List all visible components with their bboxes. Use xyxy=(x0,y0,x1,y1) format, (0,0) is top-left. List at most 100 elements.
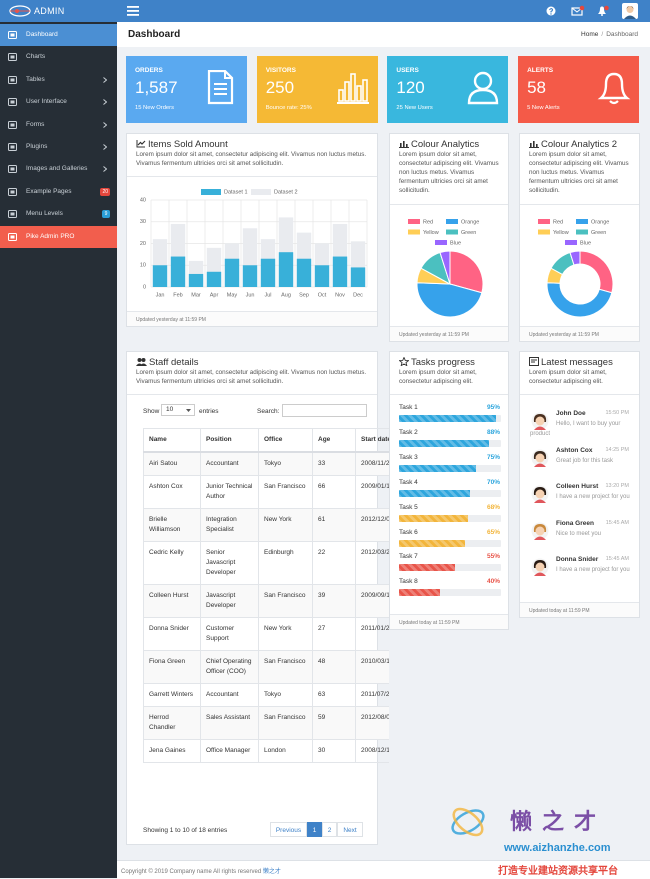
panel: Items Sold Amount Lorem ipsum dolor sit … xyxy=(126,133,378,327)
nav-label: Tables xyxy=(26,75,45,83)
nav-item[interactable]: Tables xyxy=(0,69,117,91)
pagination-button[interactable]: Next xyxy=(337,822,363,837)
nav-icon xyxy=(8,165,17,174)
chevron xyxy=(103,99,107,106)
copyright: Copyright © 2019 Company name All rights… xyxy=(121,866,281,875)
stat-card[interactable]: ORDERS 1,587 15 New Orders xyxy=(126,56,247,123)
nav-item[interactable]: Plugins xyxy=(0,136,117,158)
nav-item[interactable]: Example Pages 20 xyxy=(0,181,117,203)
nav-label: Plugins xyxy=(26,143,48,150)
nav-label: User Interface xyxy=(26,98,67,106)
nav-icon xyxy=(8,232,17,241)
nav-item[interactable]: Forms xyxy=(0,114,117,136)
nav-item[interactable]: Charts xyxy=(0,46,117,68)
search-input[interactable] xyxy=(282,404,367,417)
icon-shape xyxy=(8,232,17,241)
x-tick-label: May xyxy=(227,292,238,298)
progress-bar xyxy=(399,415,496,422)
bar xyxy=(170,256,186,287)
x-tick-label: Dec xyxy=(353,292,363,298)
icon-shape xyxy=(8,75,17,84)
nav-item[interactable]: Pike Admin PRO xyxy=(0,225,117,248)
breadcrumb: Home / Dashboard xyxy=(578,31,638,38)
column-header[interactable]: Office xyxy=(258,428,313,453)
message[interactable]: Ashton Cox 14:25 PM Great job for this tas… xyxy=(520,447,639,486)
table-row: Garrett Winters Accountant Tokyo 63 2011/07/… xyxy=(143,683,389,707)
legend-label: Orange xyxy=(461,219,479,225)
nav-item[interactable]: Dashboard xyxy=(0,24,117,46)
table-cell: San Francisco xyxy=(258,475,313,509)
table-body: Airi SatouAccountantTokyo332008/11/28$16… xyxy=(143,451,389,763)
message[interactable]: John Doe 15:50 PM Hello, I want to buy you… xyxy=(520,410,639,449)
chevron-shape xyxy=(103,99,107,106)
card-value: 1,587 xyxy=(135,78,178,97)
panel-header: Items Sold Amount xyxy=(136,139,228,150)
watermark-logo-mark xyxy=(451,807,485,837)
pagination-button[interactable]: 1 xyxy=(307,822,322,837)
brand[interactable]: ADMIN xyxy=(34,6,65,16)
message-name: Colleen Hurst xyxy=(556,483,599,490)
card-title: USERS xyxy=(396,67,419,74)
icon-shape xyxy=(474,71,493,91)
stat-card[interactable]: ALERTS 58 5 New Alerts xyxy=(518,56,640,123)
table-cell: 2010/03/11 xyxy=(355,650,389,684)
nav-item[interactable]: Menu Levels 9 xyxy=(0,203,117,225)
footer-link[interactable]: 懒之才 xyxy=(262,869,281,875)
task-label: Task 2 xyxy=(399,428,418,436)
icon-shape xyxy=(8,210,17,219)
progress-bar xyxy=(399,564,456,572)
message[interactable]: Donna Snider 15:45 AM I have a new project… xyxy=(520,556,639,595)
breadcrumb-item[interactable]: Home xyxy=(581,31,599,38)
pagination-button[interactable]: Previous xyxy=(270,822,307,837)
table-cell: Cedric Kelly xyxy=(143,541,201,585)
column-header[interactable]: Position xyxy=(200,428,259,453)
divider xyxy=(390,394,508,395)
panel-footer: Updated yesterday at 11:59 PM xyxy=(390,326,508,341)
message-name: Donna Snider xyxy=(556,556,599,563)
avatar-face xyxy=(535,453,545,462)
nav-label: Menu Levels xyxy=(26,210,63,218)
table-cell: Office Manager xyxy=(200,739,259,763)
chevron xyxy=(103,121,107,128)
help-icon[interactable] xyxy=(546,6,556,16)
logo-icon xyxy=(9,5,31,17)
nav-item[interactable]: Images and Galleries xyxy=(0,158,117,180)
y-tick-label: 0 xyxy=(143,284,146,290)
chevron-shape xyxy=(103,121,107,128)
icon-shape xyxy=(8,98,17,107)
task-value: 88% xyxy=(486,428,500,436)
column-header[interactable]: Age xyxy=(312,428,356,453)
panel-header: Latest messages xyxy=(529,357,613,368)
alerts-icon[interactable] xyxy=(596,5,610,17)
copyright-text: Copyright © 2019 Company name All rights… xyxy=(121,869,262,875)
stat-card[interactable]: VISITORS 250 Bounce rate: 25% xyxy=(256,56,378,123)
legend-swatch xyxy=(576,219,588,224)
stat-card[interactable]: USERS 120 25 New Users xyxy=(387,56,509,123)
user-avatar[interactable] xyxy=(622,3,638,19)
messages-icon[interactable] xyxy=(571,5,585,17)
table-row: Airi SatouAccountantTokyo332008/11/28$16… xyxy=(143,451,389,476)
divider xyxy=(127,394,377,395)
pagination-button[interactable]: 2 xyxy=(322,822,337,837)
nav-item[interactable]: User Interface xyxy=(0,91,117,113)
doughnut-slice xyxy=(546,282,613,318)
menu-toggle[interactable] xyxy=(127,6,139,16)
message[interactable]: Fiona Green 15:45 AM Nice to meet you xyxy=(520,520,639,559)
message[interactable]: Colleen Hurst 13:20 PM I have a new projec… xyxy=(520,483,639,522)
column-header[interactable]: Start date xyxy=(355,428,389,453)
legend-label: Yellow xyxy=(553,230,569,236)
table-cell: 2009/01/12 xyxy=(355,475,389,509)
avatar-face xyxy=(535,526,545,535)
icon-shape xyxy=(468,88,499,105)
length-select[interactable]: 10 xyxy=(161,404,195,416)
column-header[interactable]: Name xyxy=(143,428,201,453)
icon xyxy=(399,141,409,148)
table-cell: Junior Technical Author xyxy=(200,475,259,509)
avatar-body xyxy=(534,463,546,467)
nav-badge: 20 xyxy=(100,187,110,196)
message-time: 13:20 PM xyxy=(605,483,629,489)
card-title: ORDERS xyxy=(135,67,163,74)
